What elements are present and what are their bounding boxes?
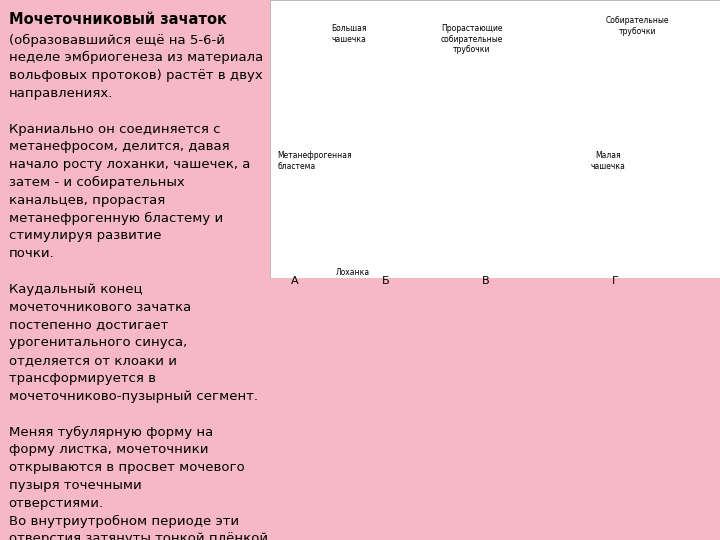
- Text: отверстиями.: отверстиями.: [9, 497, 104, 510]
- Text: затем - и собирательных: затем - и собирательных: [9, 176, 184, 189]
- Text: начало росту лоханки, чашечек, а: начало росту лоханки, чашечек, а: [9, 158, 250, 171]
- Text: (образовавшийся ещё на 5-6-й: (образовавшийся ещё на 5-6-й: [9, 33, 225, 46]
- Text: В: В: [482, 276, 490, 287]
- Text: урогенитального синуса,: урогенитального синуса,: [9, 336, 187, 349]
- Text: канальцев, прорастая: канальцев, прорастая: [9, 194, 165, 207]
- Text: почки.: почки.: [9, 247, 55, 260]
- Text: вольфовых протоков) растёт в двух: вольфовых протоков) растёт в двух: [9, 69, 262, 82]
- Text: отделяется от клоаки и: отделяется от клоаки и: [9, 354, 176, 367]
- Text: метанефросом, делится, давая: метанефросом, делится, давая: [9, 140, 229, 153]
- Text: форму листка, мочеточники: форму листка, мочеточники: [9, 443, 208, 456]
- Text: трансформируется в: трансформируется в: [9, 372, 156, 385]
- Text: пузыря точечными: пузыря точечными: [9, 479, 141, 492]
- Text: метанефрогенную бластему и: метанефрогенную бластему и: [9, 212, 223, 225]
- Text: отверстия затянуты тонкой плёнкой: отверстия затянуты тонкой плёнкой: [9, 532, 268, 540]
- Text: мочеточниково-пузырный сегмент.: мочеточниково-пузырный сегмент.: [9, 390, 258, 403]
- Text: направлениях.: направлениях.: [9, 87, 113, 100]
- Text: мочеточникового зачатка: мочеточникового зачатка: [9, 301, 191, 314]
- Text: Прорастающие
собирательные
трубочки: Прорастающие собирательные трубочки: [441, 24, 503, 54]
- Text: Меняя тубулярную форму на: Меняя тубулярную форму на: [9, 426, 213, 438]
- Text: Мочеточниковый зачаток: Мочеточниковый зачаток: [9, 12, 227, 27]
- Text: открываются в просвет мочевого: открываются в просвет мочевого: [9, 461, 244, 474]
- Text: Б: Б: [382, 276, 389, 287]
- Bar: [270, 278, 720, 540]
- Text: неделе эмбриогенеза из материала: неделе эмбриогенеза из материала: [9, 51, 263, 64]
- Text: постепенно достигает: постепенно достигает: [9, 319, 168, 332]
- Bar: [270, 0, 720, 278]
- Text: Малая
чашечка: Малая чашечка: [591, 151, 626, 171]
- Text: А: А: [292, 276, 299, 287]
- Text: Метанефрогенная
бластема: Метанефрогенная бластема: [277, 151, 352, 171]
- Text: Во внутриутробном периоде эти: Во внутриутробном периоде эти: [9, 515, 239, 528]
- Text: Большая
чашечка: Большая чашечка: [331, 24, 367, 44]
- Text: Каудальный конец: Каудальный конец: [9, 283, 143, 296]
- Text: Краниально он соединяется с: Краниально он соединяется с: [9, 123, 220, 136]
- Text: Собирательные
трубочки: Собирательные трубочки: [606, 16, 669, 36]
- Text: Лоханка: Лоханка: [336, 268, 370, 277]
- Text: Г: Г: [612, 276, 619, 287]
- Text: стимулируя развитие: стимулируя развитие: [9, 230, 161, 242]
